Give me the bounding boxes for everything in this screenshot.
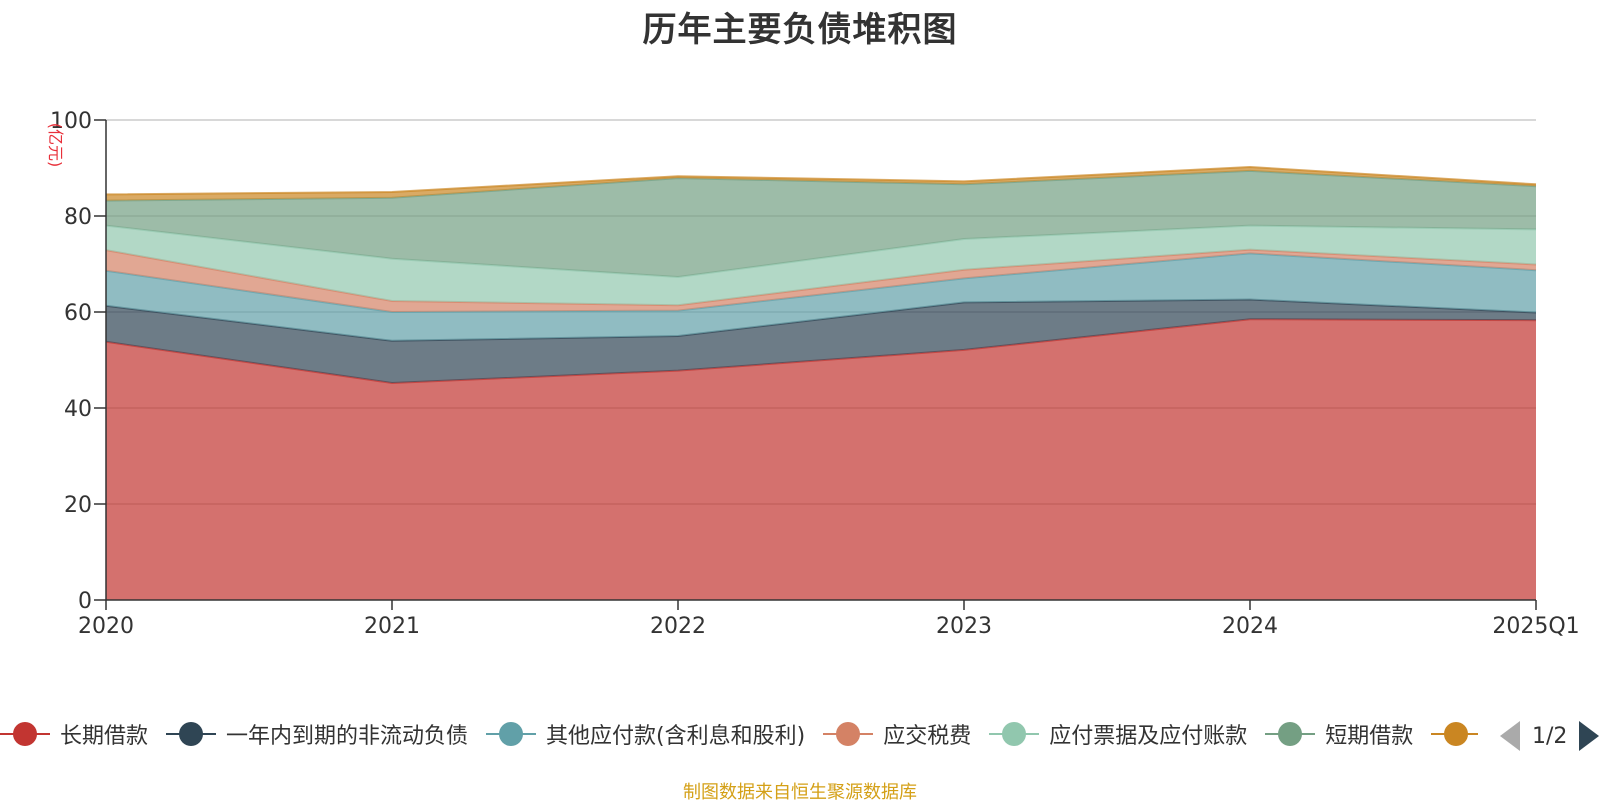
x-tick-label: 2024 xyxy=(1222,614,1278,639)
axis-layer: 0 20 40 60 80 100 2020 2021 2022 2023 2024 2025Q1 xyxy=(50,109,1580,639)
legend-item-5[interactable]: 应付票据及应付账款 xyxy=(989,716,1247,752)
legend-label: 长期借款 xyxy=(60,724,149,749)
legend-item-2[interactable]: 一年内到期的非流动负债 xyxy=(166,716,468,752)
y-tick-label: 60 xyxy=(64,301,92,326)
legend-marker-icon xyxy=(989,719,1040,749)
legend-item-6[interactable]: 短期借款 xyxy=(1265,716,1413,752)
legend-marker-icon xyxy=(486,719,537,749)
legend-page-indicator: 1/2 xyxy=(1532,723,1568,749)
legend-item-4[interactable]: 应交税费 xyxy=(823,716,971,752)
chart-title: 历年主要负债堆积图 xyxy=(642,10,958,50)
area-layer xyxy=(105,165,1537,600)
x-tick-label: 2025Q1 xyxy=(1492,614,1579,639)
y-tick-label: 0 xyxy=(78,589,92,614)
triangle-right-icon[interactable] xyxy=(1579,721,1600,751)
legend-label: 一年内到期的非流动负债 xyxy=(226,724,469,749)
area-series-5[interactable] xyxy=(106,225,1536,306)
x-tick-label: 2021 xyxy=(364,614,420,639)
legend-marker-dot xyxy=(1002,722,1027,746)
legend-item-1[interactable]: 长期借款 xyxy=(0,716,148,752)
area-series-7[interactable] xyxy=(106,167,1536,201)
area-series-2[interactable] xyxy=(106,299,1536,384)
legend-marker-icon xyxy=(1431,719,1478,749)
x-tick-label: 2022 xyxy=(650,614,706,639)
area-series-1[interactable] xyxy=(106,319,1536,600)
x-tick-label: 2020 xyxy=(78,614,134,639)
legend: 长期借款 一年内到期的非流动负债 其他应付款(含利息和股利) 应交税费 应付票据及应付账… xyxy=(0,716,1478,752)
area-series-6[interactable] xyxy=(106,170,1536,277)
legend-marker-icon xyxy=(823,719,874,749)
legend-marker-dot xyxy=(179,722,204,746)
y-tick-label: 40 xyxy=(64,397,92,422)
legend-pager: 1/2 xyxy=(1500,720,1600,752)
legend-marker-icon xyxy=(166,719,217,749)
legend-label: 短期借款 xyxy=(1325,724,1414,749)
data-source-note: 制图数据来自恒生聚源数据库 xyxy=(683,782,917,803)
area-series-3[interactable] xyxy=(106,253,1536,341)
legend-marker-dot xyxy=(499,722,524,746)
y-tick-label: 100 xyxy=(50,109,92,134)
legend-marker-icon xyxy=(0,719,50,749)
legend-marker-dot xyxy=(13,722,37,746)
legend-item-3[interactable]: 其他应付款(含利息和股利) xyxy=(486,716,805,752)
legend-marker-icon xyxy=(1265,719,1316,749)
y-axis-unit-label: (亿元) xyxy=(46,123,65,168)
legend-marker-dot xyxy=(1278,722,1303,746)
legend-label: 其他应付款(含利息和股利) xyxy=(546,724,806,749)
stacked-area-chart: 0 20 40 60 80 100 2020 2021 2022 2023 2024 2025Q1 (… xyxy=(46,109,1580,639)
legend-marker-dot xyxy=(1444,722,1469,746)
legend-item-7[interactable]: 其他负债 xyxy=(1431,716,1478,752)
y-tick-label: 20 xyxy=(64,493,92,518)
legend-label: 应付票据及应付账款 xyxy=(1049,724,1248,749)
triangle-left-icon[interactable] xyxy=(1500,721,1520,751)
legend-marker-dot xyxy=(836,722,861,746)
x-tick-label: 2023 xyxy=(936,614,992,639)
area-series-line-7 xyxy=(105,165,1537,196)
y-tick-label: 80 xyxy=(64,205,92,230)
legend-label: 应交税费 xyxy=(883,724,972,749)
